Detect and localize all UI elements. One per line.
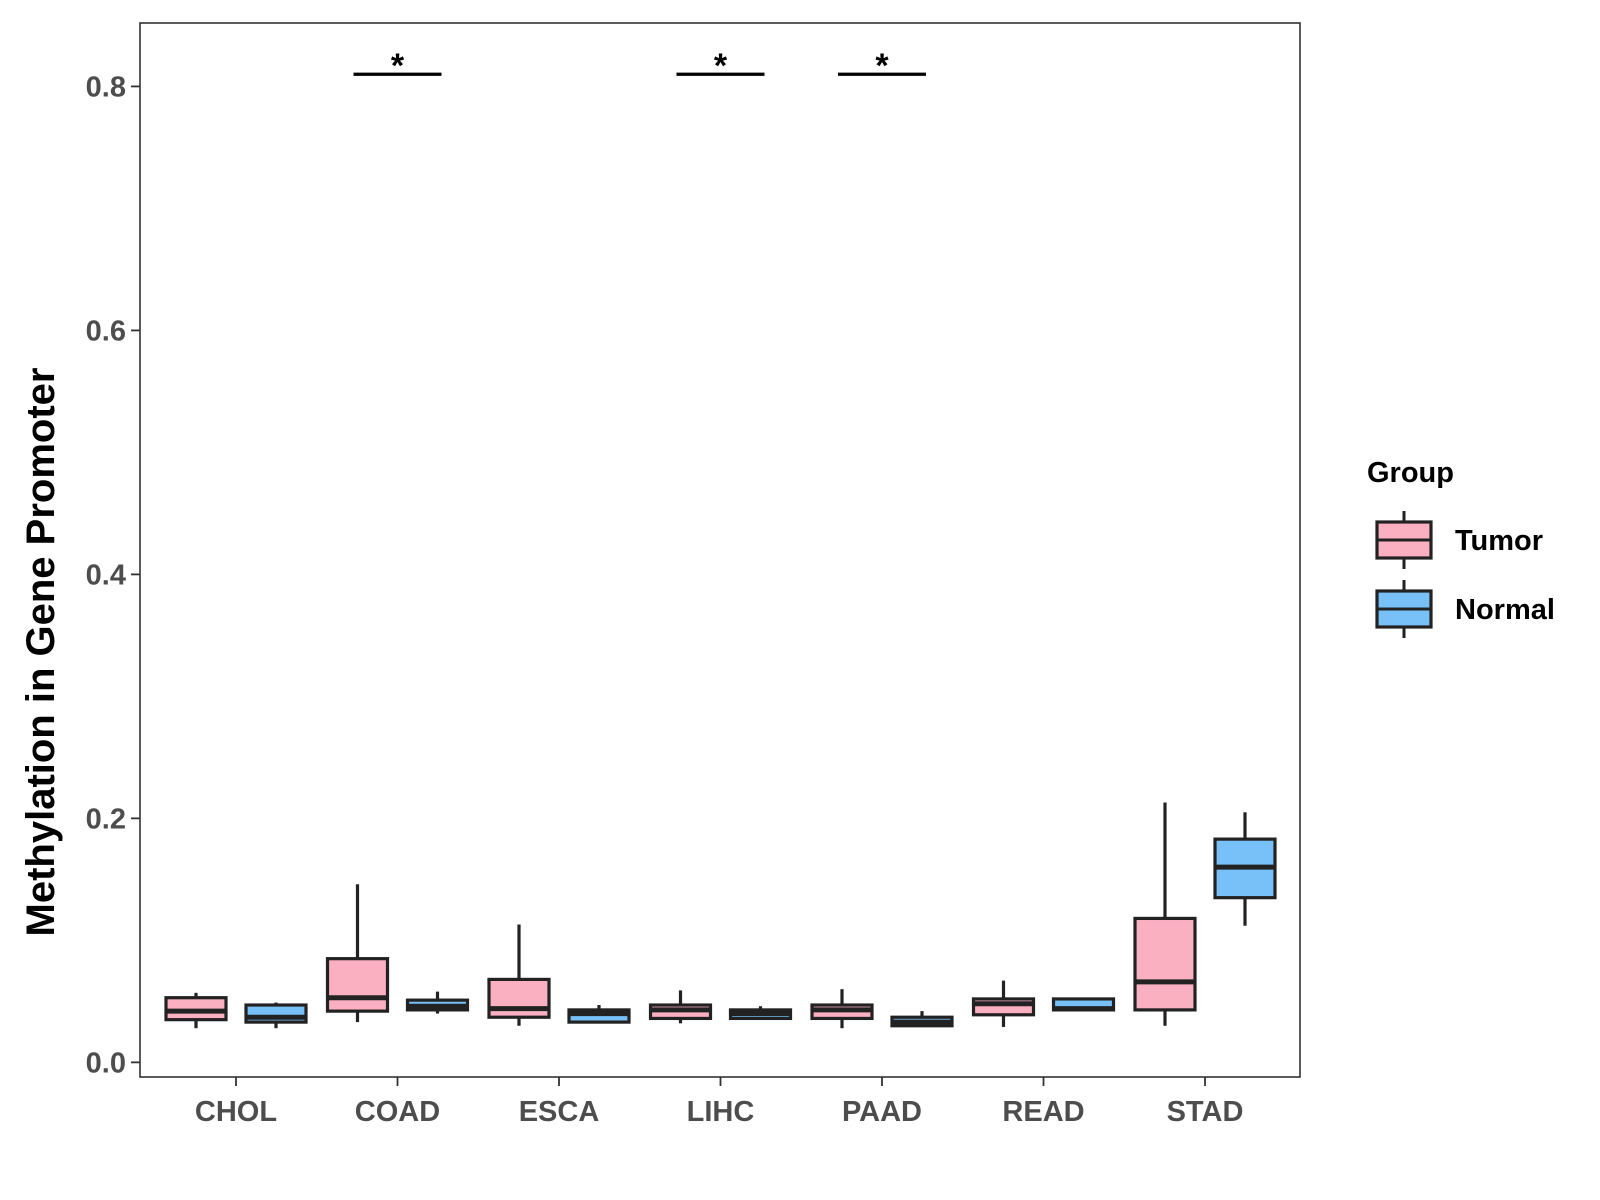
box-normal-coad bbox=[405, 991, 470, 1014]
box-normal-lihc bbox=[728, 1006, 793, 1021]
y-axis-title: Methylation in Gene Promoter bbox=[19, 368, 63, 937]
y-tick-label: 0.8 bbox=[86, 71, 126, 103]
legend-key-tumor bbox=[1375, 511, 1433, 569]
x-tick-label: STAD bbox=[1167, 1096, 1244, 1128]
box-body bbox=[1133, 916, 1197, 1012]
y-tick-label: 0.6 bbox=[86, 315, 126, 347]
y-tick-label: 0.4 bbox=[86, 559, 126, 591]
x-tick-label: CHOL bbox=[195, 1096, 277, 1128]
box-normal-esca bbox=[567, 1005, 631, 1024]
legend: Tumor Normal bbox=[1375, 511, 1555, 638]
box-normal-paad bbox=[890, 1011, 954, 1028]
box-tumor-lihc bbox=[648, 990, 713, 1024]
box-tumor-paad bbox=[810, 989, 874, 1029]
box-body bbox=[487, 977, 551, 1019]
plot-panel-border bbox=[139, 22, 1301, 1078]
box-body bbox=[325, 957, 390, 1013]
box-tumor-read bbox=[971, 980, 1036, 1027]
x-tick-label: ESCA bbox=[519, 1096, 600, 1128]
y-tick-label: 0.2 bbox=[86, 803, 126, 835]
x-tick-label: LIHC bbox=[687, 1096, 755, 1128]
legend-label: Normal bbox=[1455, 594, 1555, 626]
legend-key-normal bbox=[1375, 580, 1433, 638]
legend-label: Tumor bbox=[1455, 525, 1543, 557]
x-tick-label: COAD bbox=[355, 1096, 440, 1128]
y-tick-label: 0.0 bbox=[86, 1047, 126, 1079]
significance-star: * bbox=[875, 47, 889, 85]
x-tick-label: READ bbox=[1002, 1096, 1084, 1128]
significance-star: * bbox=[391, 47, 405, 85]
significance-star: * bbox=[714, 47, 728, 85]
box-tumor-coad bbox=[325, 884, 390, 1023]
box-body bbox=[971, 997, 1036, 1017]
legend-title: Group bbox=[1367, 457, 1454, 489]
box-tumor-stad bbox=[1133, 802, 1197, 1026]
x-tick-label: PAAD bbox=[842, 1096, 922, 1128]
box-normal-stad bbox=[1213, 812, 1277, 926]
box-tumor-chol bbox=[164, 992, 228, 1029]
box-tumor-esca bbox=[487, 924, 551, 1026]
box-normal-chol bbox=[244, 1002, 308, 1029]
box-normal-read bbox=[1051, 997, 1116, 1012]
